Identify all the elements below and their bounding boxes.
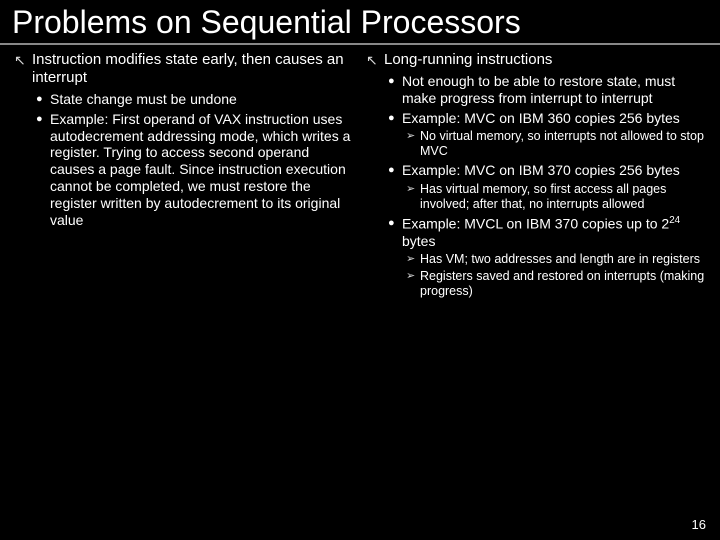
triangle-icon: ➢ bbox=[406, 129, 420, 143]
triangle-icon: ➢ bbox=[406, 252, 420, 266]
disc-icon: ● bbox=[388, 215, 402, 230]
lvl2-text: Example: MVCL on IBM 370 copies up to 22… bbox=[402, 215, 706, 249]
i4-pre: Example: MVCL on IBM 370 copies up to 2 bbox=[402, 216, 669, 232]
i4-post: bytes bbox=[402, 233, 435, 249]
page-number: 16 bbox=[692, 517, 706, 532]
slide-title: Problems on Sequential Processors bbox=[0, 0, 720, 41]
left-column: ↖ Instruction modifies state early, then… bbox=[8, 49, 360, 301]
slide: Problems on Sequential Processors ↖ Inst… bbox=[0, 0, 720, 540]
list-item: ● Example: MVCL on IBM 370 copies up to … bbox=[388, 215, 706, 249]
lvl2-text: State change must be undone bbox=[50, 91, 354, 108]
arrow-icon: ↖ bbox=[14, 51, 32, 69]
disc-icon: ● bbox=[388, 73, 402, 88]
lvl2-text: Not enough to be able to restore state, … bbox=[402, 73, 706, 107]
lvl1-text: Long-running instructions bbox=[384, 51, 706, 69]
list-item: ➢ Has virtual memory, so first access al… bbox=[406, 182, 706, 212]
lvl2-text: Example: MVC on IBM 360 copies 256 bytes bbox=[402, 110, 706, 127]
lvl3-text: Has VM; two addresses and length are in … bbox=[420, 252, 706, 267]
right-column: ↖ Long-running instructions ● Not enough… bbox=[360, 49, 712, 301]
i4-sup: 24 bbox=[669, 215, 680, 226]
list-item: ● State change must be undone bbox=[36, 91, 354, 108]
disc-icon: ● bbox=[36, 111, 50, 126]
lvl3-text: No virtual memory, so interrupts not all… bbox=[420, 129, 706, 159]
disc-icon: ● bbox=[388, 110, 402, 125]
title-rule bbox=[0, 43, 720, 45]
list-item: ↖ Instruction modifies state early, then… bbox=[14, 51, 354, 87]
list-item: ↖ Long-running instructions bbox=[366, 51, 706, 69]
triangle-icon: ➢ bbox=[406, 182, 420, 196]
arrow-icon: ↖ bbox=[366, 51, 384, 69]
list-item: ● Not enough to be able to restore state… bbox=[388, 73, 706, 107]
lvl2-text: Example: MVC on IBM 370 copies 256 bytes bbox=[402, 162, 706, 179]
list-item: ➢ Registers saved and restored on interr… bbox=[406, 269, 706, 299]
list-item: ● Example: First operand of VAX instruct… bbox=[36, 111, 354, 229]
list-item: ➢ No virtual memory, so interrupts not a… bbox=[406, 129, 706, 159]
lvl3-text: Registers saved and restored on interrup… bbox=[420, 269, 706, 299]
list-item: ➢ Has VM; two addresses and length are i… bbox=[406, 252, 706, 267]
lvl2-text: Example: First operand of VAX instructio… bbox=[50, 111, 354, 229]
lvl1-text: Instruction modifies state early, then c… bbox=[32, 51, 354, 87]
lvl3-text: Has virtual memory, so first access all … bbox=[420, 182, 706, 212]
list-item: ● Example: MVC on IBM 360 copies 256 byt… bbox=[388, 110, 706, 127]
list-item: ● Example: MVC on IBM 370 copies 256 byt… bbox=[388, 162, 706, 179]
triangle-icon: ➢ bbox=[406, 269, 420, 283]
disc-icon: ● bbox=[388, 162, 402, 177]
content-columns: ↖ Instruction modifies state early, then… bbox=[0, 49, 720, 301]
disc-icon: ● bbox=[36, 91, 50, 106]
